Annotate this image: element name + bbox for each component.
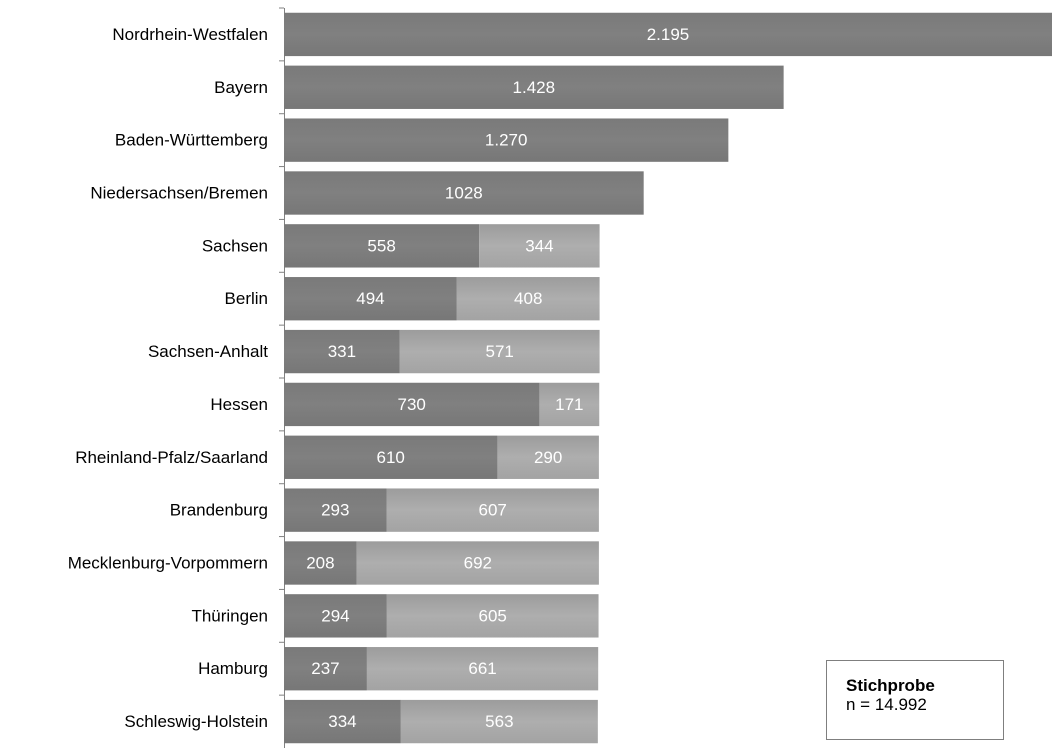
category-label: Baden-Württemberg [115,131,268,150]
bar-segment [284,329,400,374]
bar-segment [399,329,600,374]
bar-segment [539,382,600,427]
bar-segment [284,12,1052,57]
data-label: 610 [377,448,405,467]
bar-segment [284,171,644,215]
category-label: Schleswig-Holstein [124,712,268,731]
data-label: 294 [321,606,349,625]
sample-box-title: Stichprobe [846,676,935,695]
data-label: 692 [464,554,492,573]
data-label: 290 [534,448,562,467]
category-label: Brandenburg [170,501,268,520]
category-label: Sachsen [202,236,268,255]
data-label: 331 [328,342,356,361]
bar-segment [386,488,599,532]
data-label: 730 [398,395,426,414]
bar-segment [284,435,498,479]
bar-segment [284,488,387,532]
category-label: Hamburg [198,659,268,678]
category-label: Nordrhein-Westfalen [112,25,268,44]
bar-segment [356,541,599,585]
data-label: 661 [468,659,496,678]
bar-segment [497,435,599,479]
bar-segment [284,699,401,744]
bar-segment [284,541,357,585]
bar-segment [284,277,457,321]
sample-box-text: n = 14.992 [846,695,927,714]
data-label: 237 [311,659,339,678]
axis-layer [279,7,285,748]
category-label: Bayern [214,78,268,97]
data-label: 208 [306,554,334,573]
data-label: 563 [485,712,513,731]
bar-segment [366,647,599,691]
data-label: 494 [356,289,384,308]
bar-segment [284,382,540,427]
data-label: 334 [328,712,356,731]
bar-segment [456,277,600,321]
category-label: Sachsen-Anhalt [148,342,268,361]
data-label: 607 [479,501,507,520]
category-label: Niedersachsen/Bremen [90,184,268,203]
data-label: 571 [486,342,514,361]
bar-segment [284,594,387,638]
bar-segment [284,224,480,268]
data-label: 408 [514,289,542,308]
data-label: 2.195 [647,25,690,44]
sample-size-box: Stichprobe n = 14.992 [826,660,1004,740]
category-label: Hessen [210,395,268,414]
category-label: Berlin [225,289,268,308]
data-label: 293 [321,501,349,520]
category-label: Mecklenburg-Vorpommern [68,554,268,573]
data-label: 1028 [445,184,483,203]
bars-layer [284,12,1052,744]
data-label: 1.428 [513,78,556,97]
data-label: 605 [479,606,507,625]
data-label: 1.270 [485,131,528,150]
data-label: 558 [367,236,395,255]
bar-segment [386,594,599,638]
bar-segment [284,65,784,109]
category-label: Thüringen [191,606,268,625]
labels-layer: Nordrhein-Westfalen 2.195 Bayern 1.428 Baden… [68,25,690,731]
bar-segment [284,647,367,691]
bar-segment [284,118,729,162]
data-label: 171 [555,395,583,414]
bar-segment [400,699,598,744]
bar-segment [479,224,600,268]
category-label: Rheinland-Pfalz/Saarland [75,448,268,467]
data-label: 344 [525,236,553,255]
